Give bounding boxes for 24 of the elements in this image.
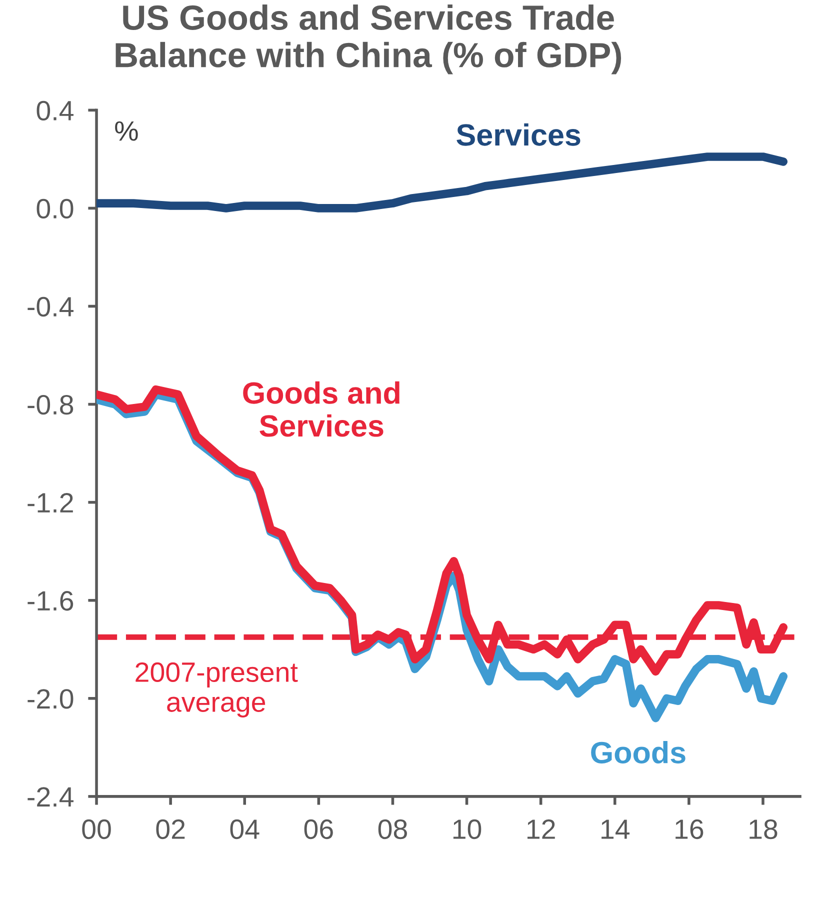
x-tick-label: 16	[676, 819, 704, 840]
x-tick-label: 08	[378, 819, 407, 840]
y-tick-label: -2.0	[28, 689, 74, 709]
series-label: Goods and Services	[243, 381, 400, 437]
x-tick-label: 12	[528, 819, 555, 839]
y-tick-label: -1.6	[28, 591, 74, 611]
series-label: Services	[456, 123, 580, 146]
x-tick-label: 18	[750, 819, 778, 840]
x-tick-label: 02	[156, 819, 185, 840]
y-tick-label: -1.2	[28, 492, 73, 512]
ref-line-label: 2007-present average	[136, 662, 298, 718]
y-tick-label: -0.4	[28, 296, 74, 317]
y-tick-label: -0.8	[28, 394, 74, 415]
series-label: Goods	[591, 741, 686, 764]
y-tick-label: -2.4	[28, 787, 74, 807]
y-tick-label: 0.4	[36, 100, 74, 121]
y-tick-label: 0.0	[36, 198, 74, 219]
x-tick-label: 10	[453, 819, 482, 840]
x-tick-label: 14	[602, 820, 630, 839]
y-axis-title: %	[115, 121, 138, 141]
x-tick-label: 04	[230, 819, 260, 840]
chart-title: US Goods and Services Trade Balance with China (% of GDP)	[116, 4, 622, 74]
x-tick-label: 06	[304, 819, 333, 840]
x-tick-label: 00	[82, 819, 111, 840]
